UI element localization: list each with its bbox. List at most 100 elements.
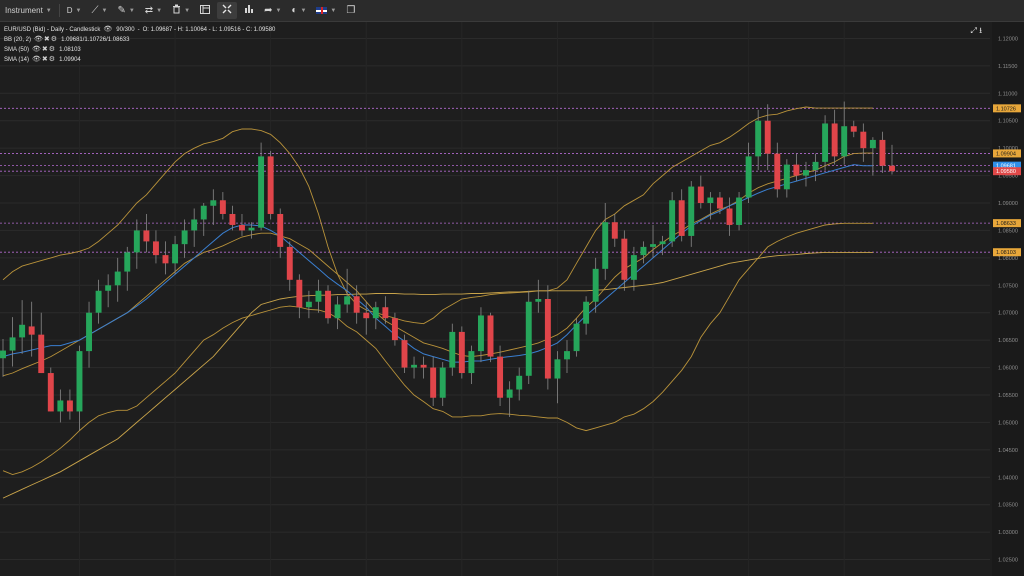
close-icon[interactable]: ✖	[43, 36, 50, 43]
language-selector[interactable]: ▼	[311, 0, 341, 21]
candle-up	[57, 400, 64, 412]
candle-up	[630, 255, 637, 280]
candle-up	[248, 227, 255, 231]
candle-down	[497, 356, 504, 398]
candle-down	[143, 230, 150, 242]
trash-icon	[172, 4, 181, 17]
candle-up	[114, 271, 121, 286]
candle-up	[564, 351, 570, 360]
price-label-box	[993, 161, 1021, 170]
price-label-text: 1.09904	[996, 151, 1016, 157]
candle-down	[47, 373, 54, 412]
legend-indicator-sma14: SMA (14) 👁 ✖ ⚙ 1.09904	[4, 55, 275, 65]
sma50-line	[2, 251, 873, 499]
candle-down	[726, 208, 733, 225]
candle-down	[793, 164, 800, 176]
crosshair-toggle[interactable]	[217, 2, 238, 19]
timeframe-selector[interactable]: D ▼	[62, 0, 87, 21]
chevron-down-icon: ▼	[275, 7, 282, 14]
price-label-text: 1.08633	[996, 221, 1016, 227]
price-label-box	[993, 149, 1021, 158]
legend-separator: -	[137, 27, 140, 33]
instrument-selector[interactable]: Instrument ▼	[0, 0, 57, 21]
candle-down	[850, 126, 857, 132]
candle-up	[659, 241, 666, 245]
y-tick-label: 1.04500	[998, 448, 1018, 454]
price-label-text: 1.09580	[996, 169, 1016, 175]
candle-down	[774, 153, 781, 190]
legend-indicator-sma50: SMA (50) 👁 ✖ ⚙ 1.08103	[4, 45, 275, 55]
candle-down	[860, 131, 867, 149]
price-label-box	[993, 219, 1021, 228]
close-icon[interactable]: ✖	[41, 56, 48, 63]
visibility-eye-icon[interactable]: 👁	[103, 26, 113, 33]
eye-icon[interactable]: 👁	[32, 46, 41, 53]
pencil-icon: ✎	[117, 4, 126, 16]
price-label-box	[993, 104, 1021, 113]
candle-up	[0, 350, 6, 359]
candle-down	[296, 279, 303, 308]
compare-tool[interactable]: ⇄ ▼	[140, 0, 167, 21]
candle-down	[430, 367, 437, 398]
y-tick-label: 1.02500	[998, 558, 1018, 564]
chart-type-icon	[244, 4, 254, 17]
panel-toggle[interactable]	[195, 0, 215, 21]
price-label-text: 1.08103	[996, 250, 1016, 256]
indicator-label: SMA (14)	[4, 57, 30, 63]
candle-down	[363, 312, 370, 319]
crosshair-icon	[222, 4, 232, 17]
candle-down	[286, 246, 293, 280]
candle-down	[487, 315, 494, 357]
y-tick-label: 1.08500	[998, 228, 1018, 234]
price-chart[interactable]: 1.12000 1.11500 1.11000 1.10500 1.10000 1.095…	[0, 22, 1024, 576]
price-label-text: 1.09681	[996, 164, 1016, 170]
candle-up	[869, 139, 876, 149]
candle-down	[621, 238, 628, 280]
download-icon[interactable]: ⭳	[979, 26, 982, 35]
close-icon[interactable]: ✖	[41, 46, 48, 53]
theme-icon: ◐	[291, 4, 298, 16]
candle-up	[95, 290, 102, 313]
pencil-tool[interactable]: ✎ ▼	[112, 0, 139, 21]
expand-icon[interactable]: ⤢	[970, 26, 977, 35]
sma14-line	[2, 164, 873, 363]
indicator-controls: 👁 ✖ ⚙	[32, 45, 56, 55]
candle-up	[812, 161, 819, 171]
candle-up	[133, 230, 140, 253]
instrument-label: Instrument	[5, 6, 43, 15]
candle-up	[9, 337, 16, 351]
candle-down	[325, 290, 331, 319]
candle-up	[411, 364, 418, 368]
chevron-down-icon: ▼	[184, 7, 191, 14]
y-tick-label: 1.06500	[998, 338, 1018, 344]
candle-up	[506, 389, 513, 398]
indicator-values: 1.09904	[59, 57, 81, 63]
gear-icon[interactable]: ⚙	[50, 36, 58, 43]
y-tick-label: 1.03500	[998, 503, 1018, 509]
y-tick-label: 1.05500	[998, 393, 1018, 399]
y-tick-label: 1.08000	[998, 256, 1018, 262]
candle-up	[573, 323, 580, 352]
share-button[interactable]: ➦ ▼	[259, 0, 286, 21]
timeframe-label: D	[66, 6, 73, 15]
delete-tool[interactable]: ▼	[167, 0, 195, 21]
y-tick-label: 1.04000	[998, 475, 1018, 481]
candle-up	[334, 304, 341, 319]
candle-up	[191, 219, 198, 231]
chevron-down-icon: ▼	[45, 7, 52, 14]
draw-line-tool[interactable]: ⟋ ▼	[86, 0, 112, 21]
gear-icon[interactable]: ⚙	[48, 56, 56, 63]
chart-type-selector[interactable]	[239, 0, 259, 21]
candle-up	[344, 296, 351, 305]
candle-down	[458, 331, 465, 374]
eye-icon[interactable]: 👁	[32, 56, 41, 63]
y-tick-label: 1.09000	[998, 201, 1018, 207]
candle-up	[86, 312, 92, 352]
new-window-button[interactable]: ❐	[341, 0, 360, 21]
candle-down	[764, 120, 771, 154]
theme-selector[interactable]: ◐ ▼	[286, 0, 311, 21]
gear-icon[interactable]: ⚙	[48, 46, 56, 53]
y-tick-label: 1.05000	[998, 420, 1018, 426]
chart-corner-controls: ⤢ ⭳	[971, 25, 982, 39]
eye-icon[interactable]: 👁	[34, 36, 43, 43]
